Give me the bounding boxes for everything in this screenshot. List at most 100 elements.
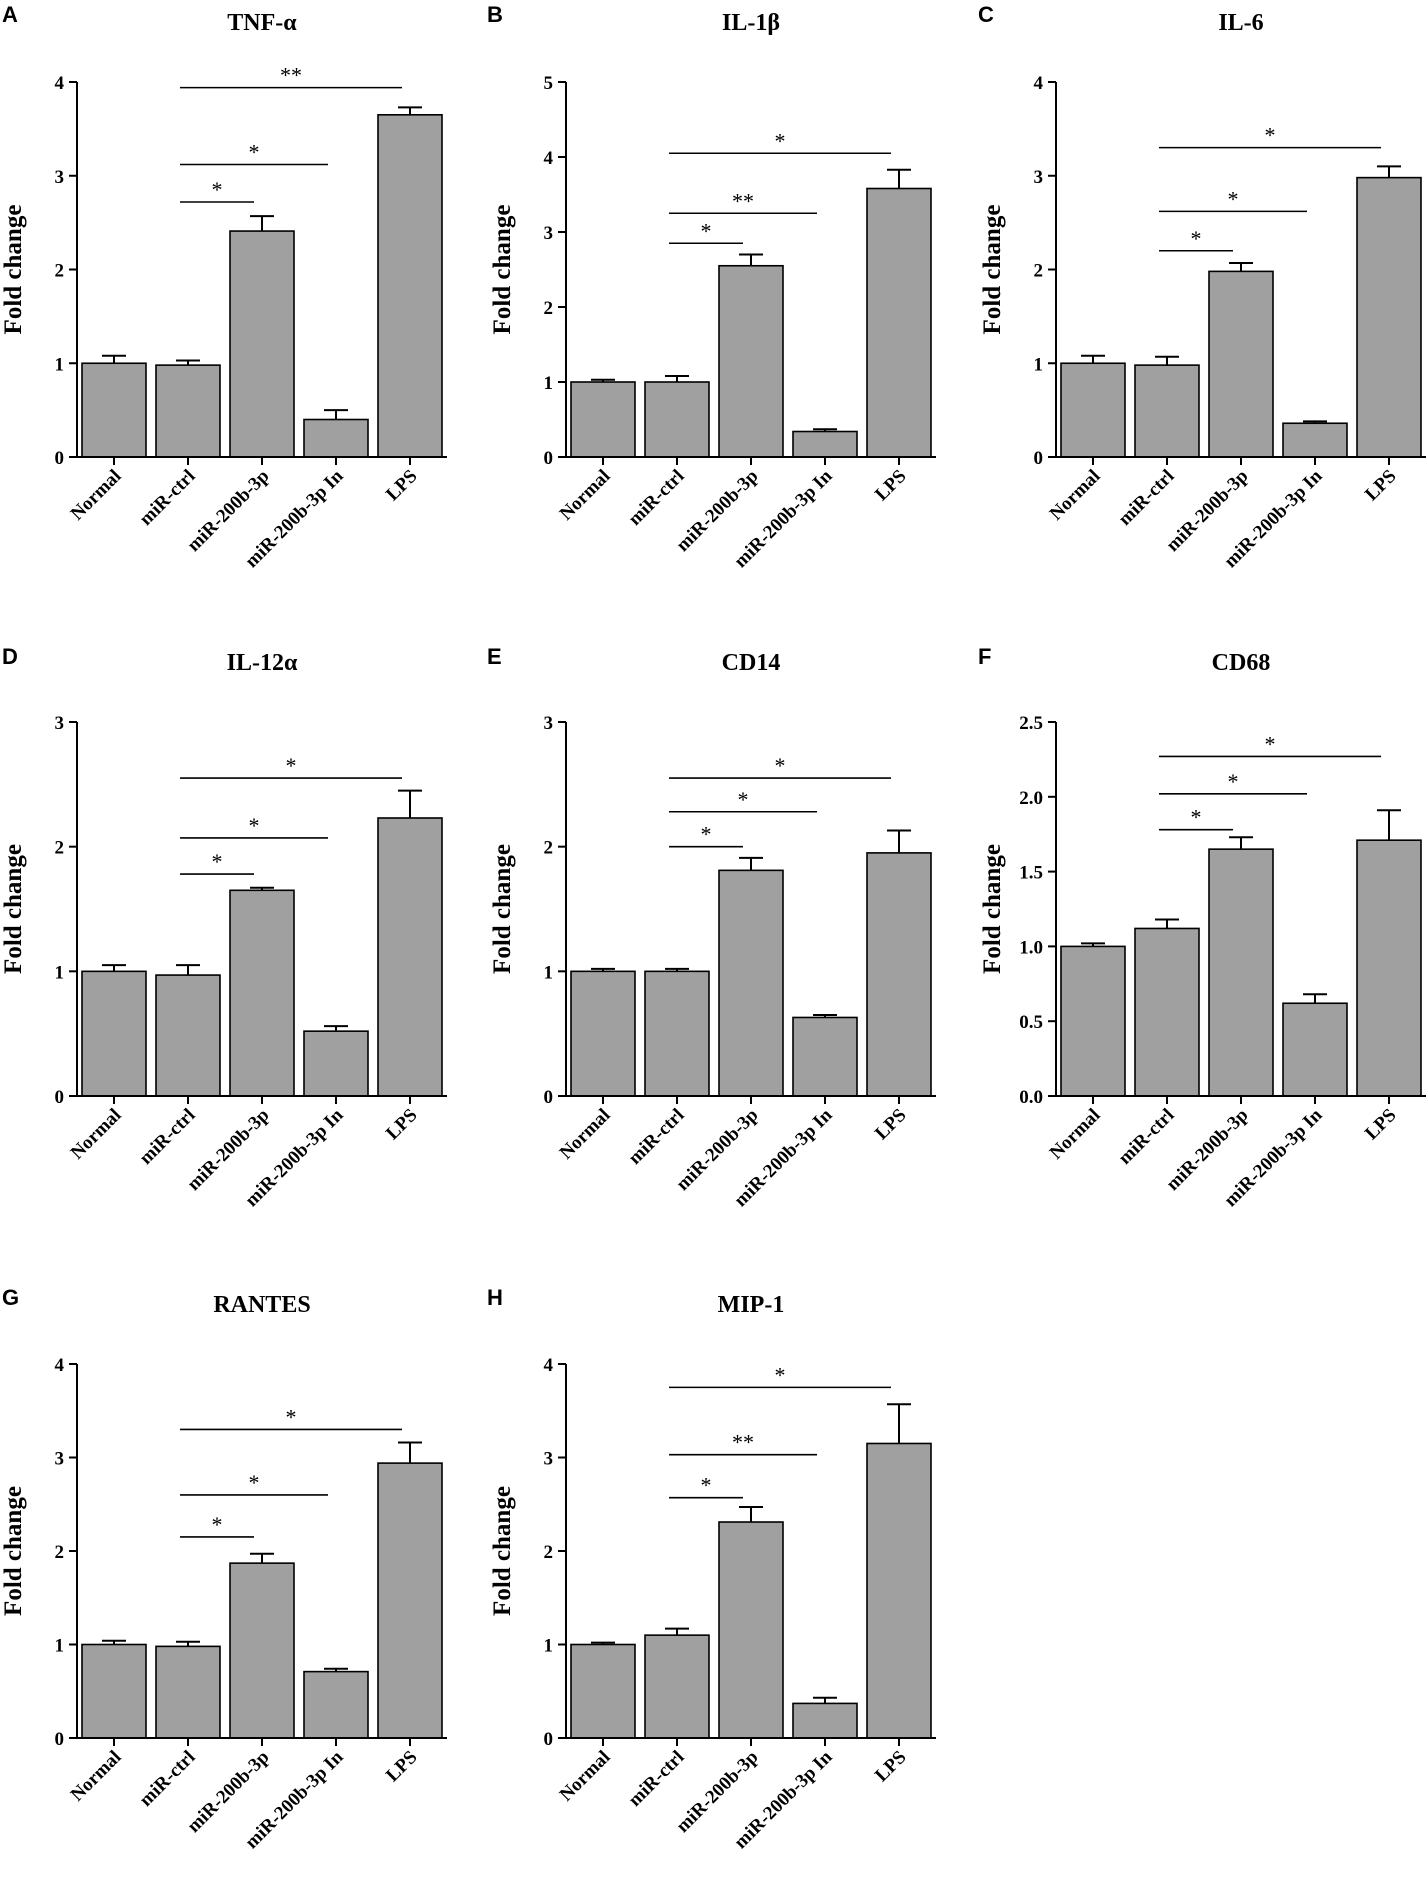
bar bbox=[155, 1645, 221, 1739]
bar bbox=[81, 362, 147, 458]
significance-label: ** bbox=[732, 1430, 754, 1455]
bar bbox=[1208, 270, 1274, 458]
x-tick-label: miR-ctrl bbox=[624, 1747, 688, 1811]
significance-label: * bbox=[1228, 186, 1239, 211]
y-axis-label: Fold change bbox=[979, 844, 1006, 974]
y-tick-label: 4 bbox=[55, 1355, 65, 1376]
y-tick-label: 4 bbox=[55, 73, 65, 94]
significance-label: ** bbox=[732, 188, 754, 213]
y-tick-label: 2 bbox=[1034, 261, 1044, 282]
y-tick-label: 1 bbox=[544, 962, 554, 983]
significance-label: ** bbox=[280, 63, 302, 88]
bar bbox=[1060, 945, 1126, 1097]
x-tick-label: LPS bbox=[1361, 1105, 1400, 1144]
y-tick-label: 2 bbox=[544, 838, 554, 859]
y-tick-label: 4 bbox=[544, 1355, 554, 1376]
y-tick-label: 3 bbox=[544, 223, 554, 244]
bar bbox=[866, 852, 932, 1097]
x-tick-label: LPS bbox=[871, 1747, 910, 1786]
x-tick-label: LPS bbox=[382, 1747, 421, 1786]
significance-label: * bbox=[701, 1473, 712, 1498]
y-tick-label: 1 bbox=[544, 373, 554, 394]
x-tick-label: LPS bbox=[1361, 466, 1400, 505]
y-tick-label: 1.0 bbox=[1019, 937, 1043, 958]
y-tick-label: 2 bbox=[544, 1542, 554, 1563]
y-tick-label: 4 bbox=[1034, 73, 1044, 94]
chart-panel-f: F CD68 Fold change 0.0 0.5 1.0 1.5 2.0 2.5 Normal… bbox=[978, 644, 1426, 1211]
x-tick-label: LPS bbox=[871, 466, 910, 505]
bar bbox=[155, 364, 221, 458]
x-tick-label: Normal bbox=[556, 466, 615, 525]
y-tick-label: 2.5 bbox=[1019, 713, 1043, 734]
x-tick-label: Normal bbox=[556, 1747, 615, 1806]
y-tick-label: 3 bbox=[55, 167, 65, 188]
x-tick-label: Normal bbox=[67, 1105, 126, 1164]
bar bbox=[229, 889, 295, 1097]
bar bbox=[303, 1670, 369, 1739]
y-axis-label: Fold change bbox=[979, 205, 1006, 335]
x-tick-label: Normal bbox=[1046, 1105, 1105, 1164]
bar bbox=[1282, 1002, 1348, 1097]
bar bbox=[229, 230, 295, 458]
y-tick-label: 2.0 bbox=[1019, 788, 1043, 809]
bar bbox=[1060, 362, 1126, 458]
panel-letter: B bbox=[487, 2, 503, 27]
y-tick-label: 1 bbox=[55, 1636, 65, 1657]
bar bbox=[229, 1562, 295, 1739]
y-tick-label: 3 bbox=[55, 1449, 65, 1470]
chart-title: MIP-1 bbox=[718, 1292, 785, 1318]
y-tick-label: 0 bbox=[544, 1087, 554, 1108]
x-tick-label: miR-ctrl bbox=[624, 466, 688, 530]
significance-label: * bbox=[1265, 731, 1276, 756]
significance-label: * bbox=[286, 753, 297, 778]
panel-letter: E bbox=[487, 644, 502, 669]
panel-letter: A bbox=[2, 2, 18, 27]
y-tick-label: 3 bbox=[1034, 167, 1044, 188]
bar bbox=[303, 1030, 369, 1097]
y-axis-label: Fold change bbox=[489, 205, 516, 335]
panel-letter: D bbox=[2, 644, 18, 669]
x-tick-label: Normal bbox=[67, 466, 126, 525]
x-tick-label: Normal bbox=[556, 1105, 615, 1164]
bar bbox=[570, 970, 636, 1097]
significance-label: * bbox=[775, 128, 786, 153]
significance-label: * bbox=[1191, 226, 1202, 251]
y-axis-label: Fold change bbox=[489, 844, 516, 974]
bar bbox=[81, 970, 147, 1097]
chart-title: RANTES bbox=[213, 1292, 310, 1318]
y-axis-label: Fold change bbox=[0, 205, 27, 335]
significance-label: * bbox=[1265, 123, 1276, 148]
significance-label: * bbox=[286, 1404, 297, 1429]
bar bbox=[377, 114, 443, 458]
y-tick-label: 1 bbox=[544, 1636, 554, 1657]
bar bbox=[718, 264, 784, 458]
x-tick-label: LPS bbox=[871, 1105, 910, 1144]
y-tick-label: 0.0 bbox=[1019, 1087, 1043, 1108]
y-tick-label: 4 bbox=[544, 148, 554, 169]
significance-label: * bbox=[1191, 805, 1202, 830]
significance-label: * bbox=[738, 787, 749, 812]
bar bbox=[718, 1521, 784, 1739]
y-tick-label: 0 bbox=[544, 1729, 554, 1750]
significance-label: * bbox=[701, 218, 712, 243]
y-tick-label: 0 bbox=[55, 448, 65, 469]
y-tick-label: 0.5 bbox=[1019, 1012, 1043, 1033]
bar bbox=[377, 1462, 443, 1739]
panel-letter: F bbox=[978, 644, 991, 669]
significance-label: * bbox=[701, 822, 712, 847]
significance-label: * bbox=[249, 813, 260, 838]
y-tick-label: 0 bbox=[55, 1729, 65, 1750]
y-tick-label: 0 bbox=[1034, 448, 1044, 469]
chart-title: TNF-α bbox=[227, 10, 297, 36]
y-tick-label: 0 bbox=[544, 448, 554, 469]
x-tick-label: miR-ctrl bbox=[135, 466, 199, 530]
bar bbox=[792, 1016, 858, 1097]
y-tick-label: 1 bbox=[55, 354, 65, 375]
